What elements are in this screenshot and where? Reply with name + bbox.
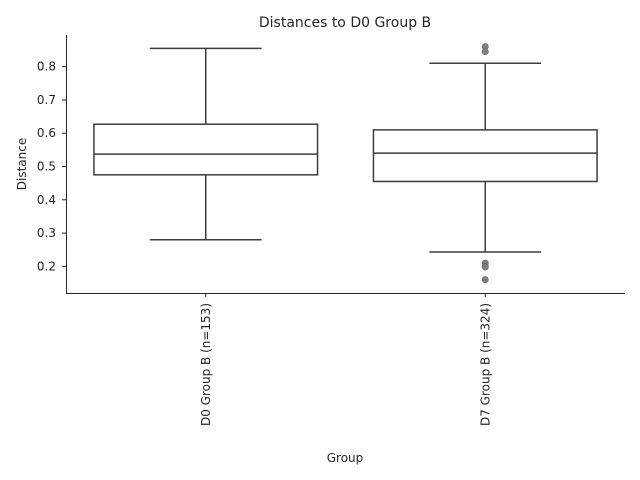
y-tick-label: 0.6 <box>37 126 56 140</box>
chart-title: Distances to D0 Group B <box>259 15 431 31</box>
iqr-box <box>372 129 598 183</box>
y-tick-label: 0.2 <box>37 259 56 273</box>
outlier-point <box>481 48 489 56</box>
x-axis-label: Group <box>327 451 364 465</box>
y-tick-label: 0.7 <box>37 93 56 107</box>
box-group-2 <box>372 43 598 284</box>
plot-area: 0.2 0.3 0.4 0.5 0.6 0.7 0.8 D0 Group B (n=153)… <box>37 35 625 426</box>
y-tick-label: 0.5 <box>37 159 56 173</box>
x-tick-label: D0 Group B (n=153) <box>199 303 213 426</box>
box-group-1 <box>93 47 319 241</box>
boxes <box>93 43 598 284</box>
y-tick-label: 0.8 <box>37 60 56 74</box>
x-tick-label: D7 Group B (n=324) <box>478 303 492 426</box>
y-tick-label: 0.3 <box>37 226 56 240</box>
y-tick-label: 0.4 <box>37 193 56 207</box>
y-axis-label: Distance <box>15 138 29 190</box>
y-ticks: 0.2 0.3 0.4 0.5 0.6 0.7 0.8 <box>37 60 66 273</box>
outlier-point <box>481 276 489 284</box>
x-ticks: D0 Group B (n=153) D7 Group B (n=324) <box>199 293 492 426</box>
iqr-box <box>93 123 319 176</box>
outlier-point <box>481 263 489 271</box>
